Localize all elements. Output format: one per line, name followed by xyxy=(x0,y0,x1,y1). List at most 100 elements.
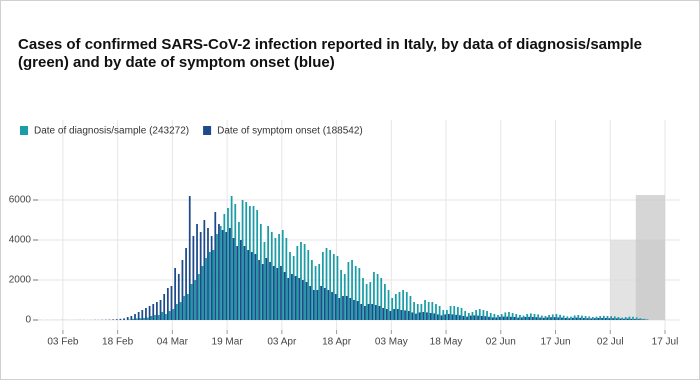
bar xyxy=(353,300,355,320)
bar xyxy=(112,319,114,320)
bar xyxy=(486,311,488,320)
chart-title: Cases of confirmed SARS-CoV-2 infection … xyxy=(18,36,642,53)
bar xyxy=(309,286,312,320)
bar xyxy=(276,268,279,320)
bar xyxy=(475,310,477,320)
bar xyxy=(592,317,594,320)
bar xyxy=(581,315,583,320)
bar xyxy=(458,315,461,320)
bar xyxy=(407,311,410,320)
axes: 03 Feb 18 Feb 04 Mar 19 Mar 03 Apr 18 Apr 03 M… xyxy=(9,195,679,348)
bar xyxy=(343,274,346,320)
bar xyxy=(298,278,301,320)
bar xyxy=(334,294,337,320)
bar xyxy=(504,312,507,320)
bar xyxy=(540,315,543,320)
bar xyxy=(531,317,534,320)
bar xyxy=(612,318,614,320)
bar xyxy=(462,316,465,320)
bar xyxy=(522,315,525,320)
bar xyxy=(176,304,178,320)
bar xyxy=(323,288,326,320)
bar xyxy=(232,238,235,320)
bar xyxy=(524,317,527,320)
bar xyxy=(542,317,545,320)
bar xyxy=(389,311,392,320)
bar xyxy=(387,290,390,320)
bar xyxy=(181,260,184,320)
bar xyxy=(327,290,330,320)
x-tick-label: 18 Feb xyxy=(102,337,134,348)
bar xyxy=(641,319,644,320)
bar xyxy=(604,318,607,320)
bar xyxy=(572,317,574,320)
bar xyxy=(455,314,457,320)
bar xyxy=(241,200,244,320)
bar xyxy=(398,292,401,320)
bar xyxy=(378,306,381,320)
bar xyxy=(619,318,622,320)
bar xyxy=(562,315,565,320)
bar xyxy=(165,314,167,320)
bar xyxy=(312,290,315,320)
bar xyxy=(634,319,636,320)
bar xyxy=(332,254,335,320)
bar xyxy=(194,280,197,320)
bar xyxy=(548,315,550,320)
bar xyxy=(493,314,496,320)
bar xyxy=(495,317,498,320)
bar xyxy=(555,314,558,320)
bar xyxy=(599,316,602,320)
bar xyxy=(156,302,158,320)
bar xyxy=(418,312,421,320)
bar xyxy=(422,312,425,320)
bar xyxy=(258,260,260,320)
bar xyxy=(137,312,140,320)
bar xyxy=(608,318,611,320)
bar xyxy=(351,260,353,320)
bar xyxy=(396,309,399,320)
bar xyxy=(582,318,585,320)
bar xyxy=(205,258,207,320)
bar xyxy=(216,234,218,320)
bar xyxy=(544,316,547,320)
bar xyxy=(526,314,529,320)
bar xyxy=(586,318,589,320)
bar xyxy=(130,316,133,320)
bar xyxy=(292,256,295,320)
bar xyxy=(478,309,481,320)
bar xyxy=(628,316,631,320)
shaded-area xyxy=(635,195,665,320)
bar xyxy=(157,315,160,320)
bar xyxy=(148,306,151,320)
bar xyxy=(141,310,144,320)
bar xyxy=(210,236,213,320)
bar xyxy=(172,309,175,320)
bar xyxy=(203,220,206,320)
bar xyxy=(272,266,275,320)
legend-swatch xyxy=(203,126,212,135)
bar xyxy=(420,304,423,320)
bar xyxy=(426,312,428,320)
bar xyxy=(535,317,538,320)
bar xyxy=(207,228,209,320)
bar xyxy=(305,282,308,320)
bar xyxy=(449,306,452,320)
x-tick-label: 03 Feb xyxy=(47,337,79,348)
bar xyxy=(115,319,118,320)
bar xyxy=(267,226,269,320)
bar xyxy=(610,316,613,320)
bar xyxy=(146,317,149,320)
bar xyxy=(152,304,155,320)
bar xyxy=(464,311,467,320)
bar xyxy=(427,302,430,320)
bar xyxy=(373,272,375,320)
bar xyxy=(338,298,341,320)
bar xyxy=(405,292,408,320)
bar xyxy=(287,278,290,320)
bar xyxy=(413,302,415,320)
bar xyxy=(473,315,476,320)
bar xyxy=(429,313,432,320)
bar xyxy=(394,294,397,320)
bar xyxy=(416,304,419,320)
